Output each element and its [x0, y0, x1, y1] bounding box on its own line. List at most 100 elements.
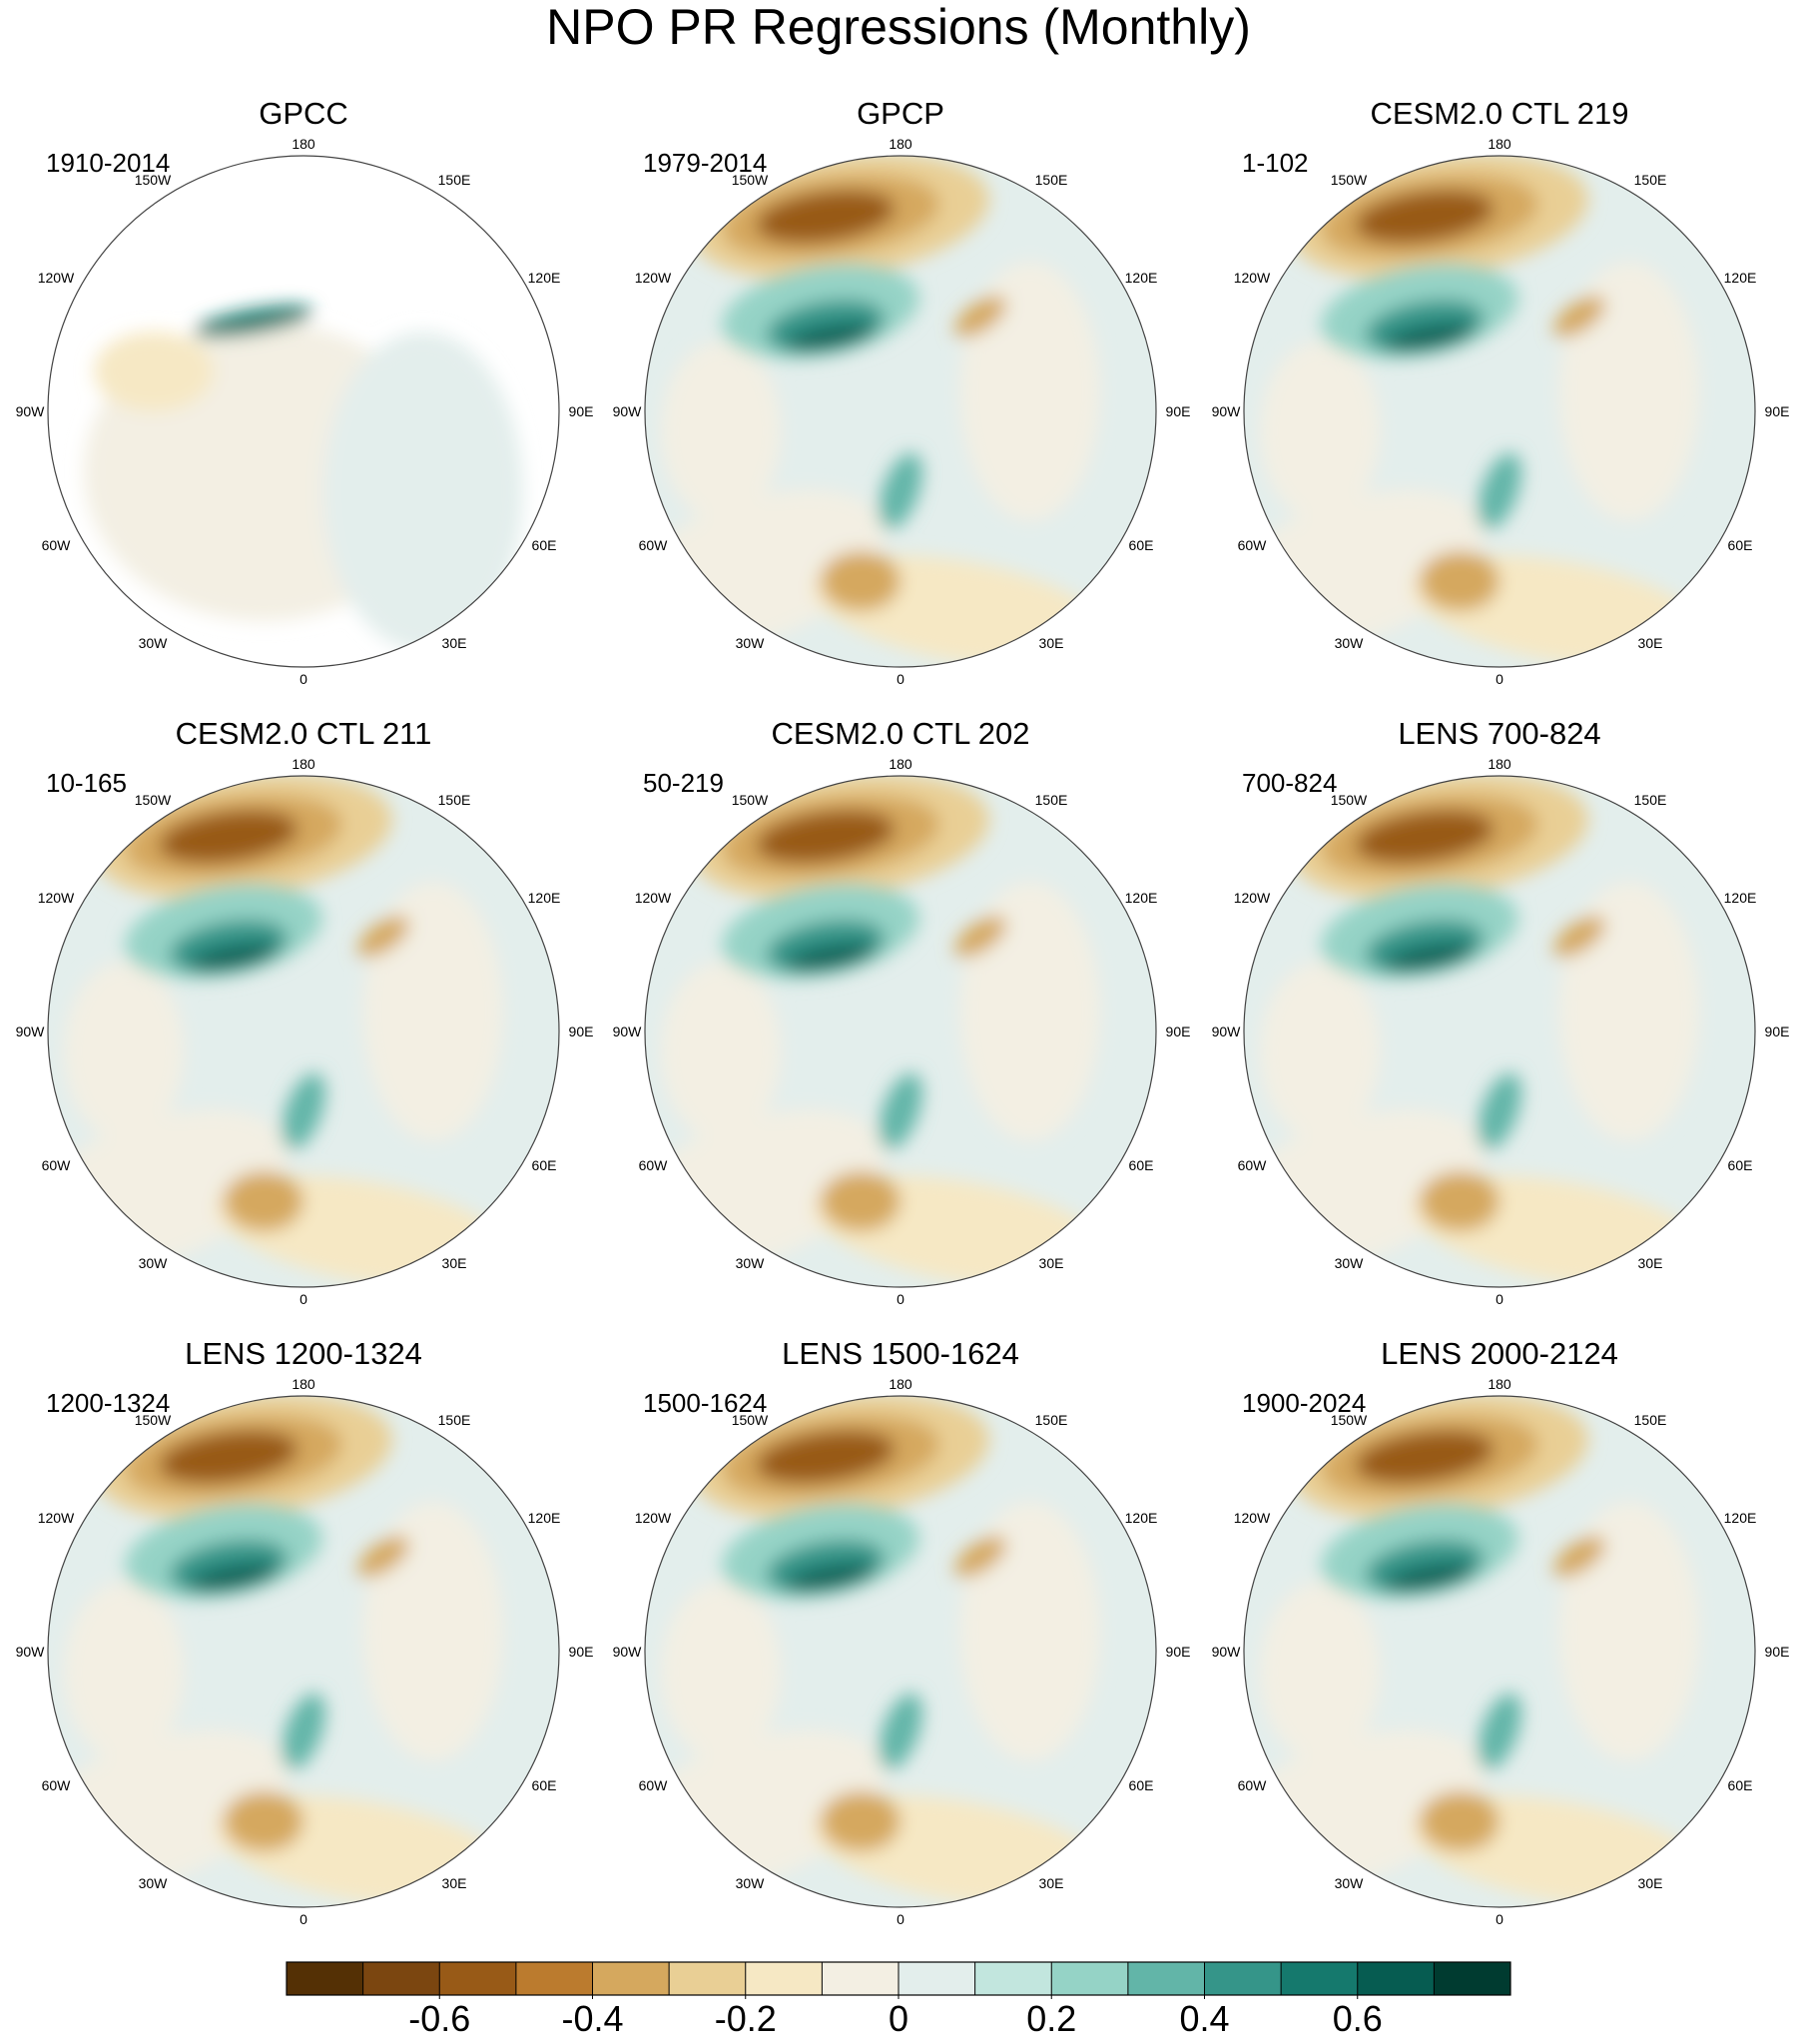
- map-outline: [47, 775, 560, 1288]
- longitude-label: 60W: [1238, 1157, 1268, 1173]
- longitude-label: 30W: [139, 635, 169, 651]
- panel-period: 1500-1624: [643, 1388, 767, 1418]
- field-pattern: [1420, 1791, 1499, 1851]
- field-pattern: [1385, 324, 1475, 349]
- field-pattern: [1355, 190, 1495, 244]
- panel-period: 1910-2014: [46, 148, 170, 178]
- longitude-label: 180: [292, 1376, 315, 1392]
- field-pattern: [224, 1171, 303, 1231]
- panel-title: LENS 700-824: [1398, 716, 1600, 751]
- map-field: [48, 156, 559, 667]
- longitude-label: 120W: [38, 270, 75, 286]
- map-field: [48, 776, 559, 1287]
- colorbar-box: [439, 1962, 516, 1995]
- longitude-label: 150E: [1035, 792, 1068, 808]
- field-pattern: [879, 452, 922, 530]
- longitude-label: 120W: [38, 890, 75, 906]
- longitude-label: 90E: [1765, 1023, 1790, 1039]
- field-pattern: [1478, 452, 1521, 530]
- longitude-label: 60W: [1238, 537, 1268, 553]
- longitude-label: 30W: [736, 1255, 766, 1271]
- longitude-label: 150W: [1331, 1412, 1368, 1428]
- longitude-label: 60W: [639, 1157, 669, 1173]
- longitude-label: 150W: [1331, 172, 1368, 188]
- longitude-label: 150W: [135, 172, 172, 188]
- field-pattern: [194, 306, 313, 338]
- colorbar-box: [898, 1962, 975, 1995]
- colorbar: -0.6 -0.4 -0.2 0 0.2 0.4 0.6: [286, 1961, 1511, 2039]
- field-pattern: [1559, 262, 1699, 521]
- panel-period: 1900-2024: [1242, 1388, 1366, 1418]
- longitude-label: 120E: [1125, 890, 1158, 906]
- field-pattern: [64, 1582, 184, 1761]
- longitude-label: 150E: [438, 1412, 471, 1428]
- field-pattern: [661, 1582, 781, 1761]
- longitude-label: 120E: [1724, 890, 1757, 906]
- panel-title: GPCC: [259, 96, 348, 131]
- map-panel: LENS 1500-1624 1500-1624 180 150E 120E 90E 60E…: [613, 1336, 1191, 1927]
- longitude-label: 90E: [1765, 1644, 1790, 1660]
- longitude-label: 120E: [528, 270, 561, 286]
- longitude-label: 60W: [639, 537, 669, 553]
- longitude-label: 30E: [1638, 1255, 1663, 1271]
- longitude-label: 60W: [42, 1157, 72, 1173]
- longitude-label: 90W: [16, 403, 46, 419]
- field-pattern: [1385, 1564, 1475, 1590]
- panel-title: LENS 1200-1324: [185, 1336, 422, 1371]
- panel-title: CESM2.0 CTL 219: [1370, 96, 1628, 131]
- field-pattern: [363, 882, 503, 1141]
- longitude-label: 30E: [442, 635, 467, 651]
- field-pattern: [954, 1536, 1006, 1578]
- longitude-label: 0: [897, 1911, 904, 1927]
- colorbar-box: [1281, 1962, 1358, 1995]
- longitude-label: 180: [889, 756, 912, 772]
- colorbar-box: [745, 1962, 823, 1995]
- map-outline: [47, 155, 560, 668]
- longitude-label: 30E: [1039, 635, 1064, 651]
- longitude-label: 0: [300, 671, 307, 687]
- colorbar-box: [1127, 1962, 1205, 1995]
- longitude-label: 0: [897, 671, 904, 687]
- longitude-label: 90W: [613, 403, 643, 419]
- longitude-label: 180: [889, 1376, 912, 1392]
- map-outline: [644, 775, 1157, 1288]
- panel-period: 700-824: [1242, 768, 1337, 798]
- figure-title: NPO PR Regressions (Monthly): [546, 0, 1251, 55]
- longitude-label: 60E: [532, 537, 557, 553]
- panel-title: GPCP: [857, 96, 944, 131]
- panel-title: LENS 2000-2124: [1381, 1336, 1618, 1371]
- longitude-label: 120E: [528, 890, 561, 906]
- field-pattern: [756, 810, 896, 864]
- longitude-label: 120E: [1125, 270, 1158, 286]
- longitude-label: 90E: [569, 403, 594, 419]
- map-panel: CESM2.0 CTL 211 10-165 180 150E 120E 90E 60E 30…: [16, 716, 594, 1307]
- colorbar-tick-label: -0.4: [561, 1998, 623, 2039]
- longitude-label: 150E: [1634, 172, 1667, 188]
- field-pattern: [879, 1072, 922, 1150]
- field-pattern: [1553, 1536, 1605, 1578]
- longitude-label: 90W: [1212, 1023, 1242, 1039]
- map-panel: LENS 1200-1324 1200-1324 180 150E 120E 90E 60E…: [16, 1336, 594, 1927]
- longitude-label: 90W: [1212, 1644, 1242, 1660]
- map-field: [645, 776, 1156, 1287]
- longitude-label: 180: [889, 136, 912, 152]
- map-outline: [1243, 155, 1756, 668]
- longitude-label: 90E: [1166, 1023, 1191, 1039]
- colorbar-box: [974, 1962, 1052, 1995]
- field-pattern: [363, 1502, 503, 1761]
- field-pattern: [756, 1430, 896, 1484]
- field-pattern: [821, 1791, 900, 1851]
- longitude-label: 180: [1488, 1376, 1511, 1392]
- longitude-label: 150E: [438, 172, 471, 188]
- field-pattern: [357, 916, 409, 958]
- field-pattern: [94, 332, 214, 411]
- longitude-label: 60E: [1129, 1157, 1154, 1173]
- longitude-label: 30W: [139, 1875, 169, 1891]
- field-pattern: [879, 1693, 922, 1770]
- longitude-label: 30E: [442, 1255, 467, 1271]
- longitude-label: 0: [1496, 671, 1503, 687]
- longitude-label: 120W: [635, 1510, 672, 1526]
- longitude-label: 150W: [732, 1412, 769, 1428]
